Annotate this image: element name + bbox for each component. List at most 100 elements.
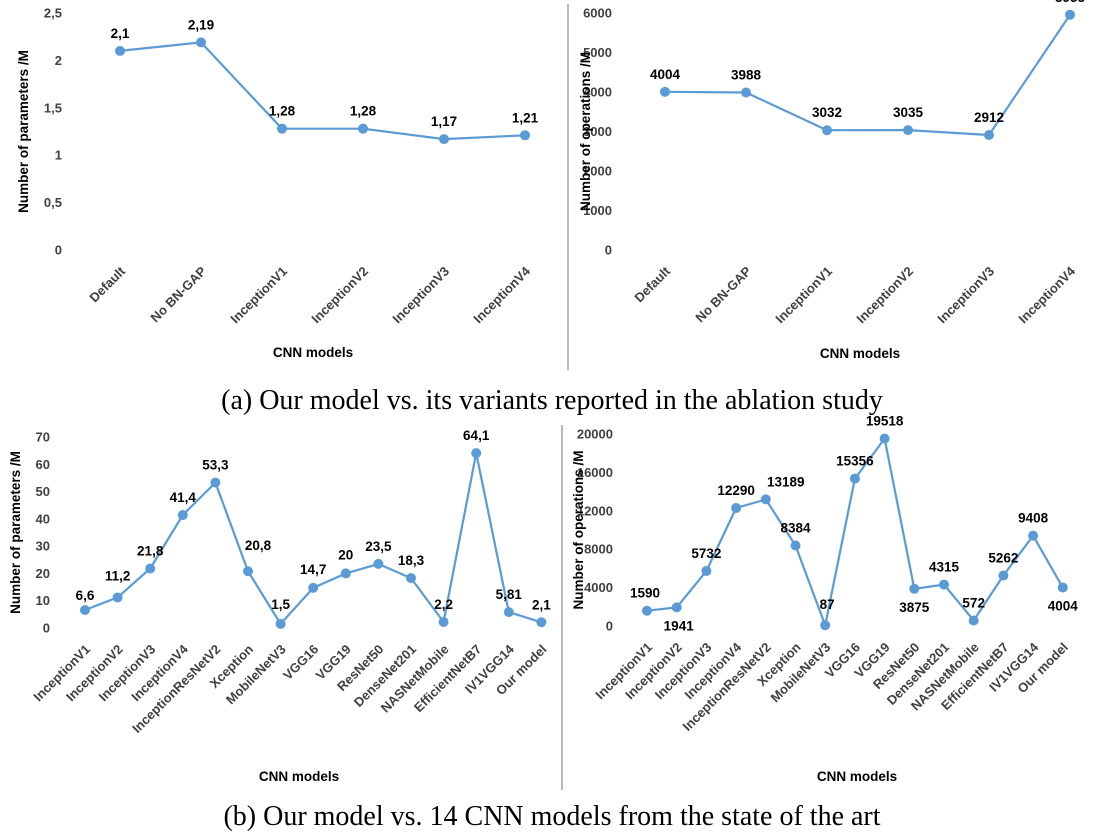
data-label: 5262 bbox=[988, 550, 1018, 565]
data-label: 572 bbox=[962, 596, 985, 611]
data-label: 3032 bbox=[812, 105, 842, 120]
data-label: 8384 bbox=[780, 521, 811, 536]
x-tick-label: InceptionV1 bbox=[227, 264, 290, 327]
data-point bbox=[731, 503, 742, 514]
data-point bbox=[210, 477, 221, 488]
data-label: 21,8 bbox=[137, 544, 164, 559]
data-label: 15356 bbox=[836, 454, 874, 469]
x-tick-label: No BN-GAP bbox=[692, 263, 754, 325]
data-point bbox=[277, 123, 287, 134]
series-line bbox=[84, 452, 542, 626]
data-label: 20,8 bbox=[245, 538, 272, 553]
data-point bbox=[998, 570, 1009, 581]
y-tick-label: 40 bbox=[36, 511, 50, 526]
x-tick-label: InceptionV4 bbox=[470, 263, 533, 326]
data-point bbox=[112, 592, 123, 603]
data-label: 14,7 bbox=[300, 562, 326, 577]
y-tick-label: 16000 bbox=[577, 465, 613, 480]
data-point bbox=[968, 615, 979, 626]
data-point bbox=[177, 510, 188, 521]
data-label: 11,2 bbox=[105, 568, 131, 583]
data-point bbox=[671, 602, 682, 613]
x-tick-label: No BN-GAP bbox=[147, 263, 209, 325]
data-point bbox=[1028, 530, 1039, 541]
y-tick-label: 2,5 bbox=[44, 6, 62, 21]
data-point bbox=[939, 579, 949, 590]
data-point bbox=[471, 448, 482, 459]
data-label: 4004 bbox=[650, 67, 681, 82]
data-point bbox=[822, 125, 832, 136]
y-tick-label: 50 bbox=[36, 484, 50, 499]
y-tick-label: 10 bbox=[36, 593, 50, 608]
x-tick-label: VGG16 bbox=[280, 642, 321, 683]
data-point bbox=[439, 134, 449, 145]
data-point bbox=[1065, 9, 1075, 20]
data-point bbox=[903, 125, 913, 136]
y-tick-label: 0 bbox=[606, 619, 613, 634]
caption-b: (b) Our model vs. 14 CNN models from the… bbox=[223, 801, 880, 832]
data-label: 6,6 bbox=[76, 588, 95, 603]
data-point bbox=[503, 607, 514, 618]
y-tick-label: 0 bbox=[605, 243, 612, 258]
y-tick-label: 60 bbox=[36, 457, 50, 472]
series-line bbox=[119, 41, 526, 141]
data-point bbox=[196, 37, 206, 48]
data-label: 53,3 bbox=[202, 458, 229, 473]
data-label: 87 bbox=[820, 597, 835, 612]
data-point bbox=[243, 566, 253, 577]
x-tick-label: Default bbox=[86, 263, 128, 305]
data-point bbox=[909, 583, 920, 594]
data-label: 4315 bbox=[929, 560, 960, 575]
data-point bbox=[275, 618, 286, 629]
data-label: 3875 bbox=[899, 600, 930, 615]
data-point bbox=[660, 86, 670, 97]
data-point bbox=[984, 129, 994, 140]
data-label: 3035 bbox=[893, 105, 924, 120]
y-tick-label: 4000 bbox=[584, 580, 613, 595]
caption-a: (a) Our model vs. its variants reported … bbox=[221, 385, 883, 416]
data-label: 18,3 bbox=[398, 553, 425, 568]
data-label: 20 bbox=[338, 547, 353, 562]
x-axis-title: CNN models bbox=[259, 769, 339, 784]
data-label: 5955 bbox=[1055, 0, 1086, 5]
data-label: 2,1 bbox=[111, 26, 130, 41]
x-tick-label: InceptionV4 bbox=[1015, 263, 1078, 326]
y-tick-label: 0,5 bbox=[44, 195, 62, 210]
data-label: 1,17 bbox=[431, 114, 457, 129]
data-point bbox=[308, 582, 319, 593]
data-point bbox=[520, 130, 530, 141]
x-tick-label: InceptionV3 bbox=[934, 264, 997, 327]
data-point bbox=[406, 573, 416, 584]
data-label: 3988 bbox=[731, 67, 762, 82]
data-label: 5732 bbox=[691, 546, 721, 561]
data-point bbox=[820, 620, 831, 631]
x-axis-title: CNN models bbox=[817, 769, 897, 784]
data-label: 2,19 bbox=[188, 17, 214, 32]
y-tick-label: 2 bbox=[55, 53, 62, 68]
data-label: 12290 bbox=[717, 483, 755, 498]
y-axis-title: Number of parameters /M bbox=[16, 50, 31, 213]
data-label: 1,21 bbox=[512, 110, 539, 125]
y-tick-label: 1 bbox=[55, 148, 62, 163]
y-tick-label: 12000 bbox=[577, 503, 613, 518]
data-label: 13189 bbox=[767, 474, 805, 489]
data-point bbox=[80, 604, 90, 615]
y-axis-title: Number of parameters /M bbox=[8, 451, 23, 614]
data-point bbox=[536, 617, 547, 628]
data-point bbox=[741, 87, 751, 98]
y-tick-label: 1000 bbox=[583, 203, 612, 218]
y-tick-label: 3000 bbox=[583, 124, 612, 139]
y-tick-label: 2000 bbox=[583, 164, 612, 179]
data-label: 1,28 bbox=[350, 104, 377, 119]
data-point bbox=[642, 605, 652, 616]
y-tick-label: 4000 bbox=[583, 85, 612, 100]
data-label: 1590 bbox=[630, 586, 660, 601]
x-tick-label: InceptionV1 bbox=[772, 264, 835, 327]
data-label: 2912 bbox=[974, 110, 1004, 125]
data-label: 1941 bbox=[664, 618, 695, 633]
y-tick-label: 0 bbox=[55, 243, 62, 258]
data-point bbox=[879, 433, 890, 444]
data-point bbox=[358, 123, 368, 134]
data-point bbox=[849, 473, 860, 484]
